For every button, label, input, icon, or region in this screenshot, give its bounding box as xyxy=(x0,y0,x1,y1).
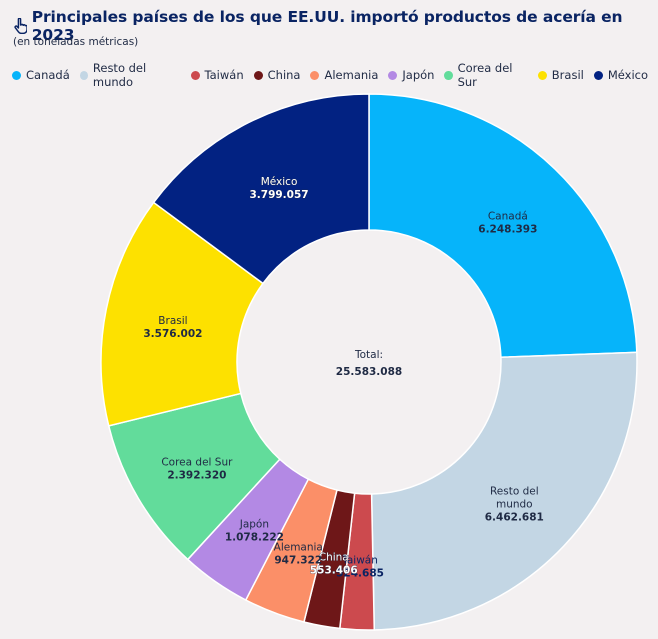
donut-slice[interactable] xyxy=(152,93,370,285)
legend-swatch xyxy=(310,70,320,80)
legend-item[interactable]: Resto del mundo xyxy=(79,61,181,89)
slice-label: Corea del Sur xyxy=(161,456,233,468)
slice-value-label: 3.576.002 xyxy=(143,328,202,340)
legend-label: Taiwán xyxy=(204,68,244,82)
chart-legend: Canadá Resto del mundo Taiwán China Alemania… xyxy=(12,61,658,89)
slice-label: Taiwán xyxy=(341,554,378,566)
donut-slice[interactable] xyxy=(100,201,264,427)
legend-swatch xyxy=(190,70,200,80)
legend-swatch xyxy=(593,70,603,80)
legend-swatch xyxy=(388,70,398,80)
slice-value-label: 947.322 xyxy=(274,555,322,567)
slice-label: China xyxy=(319,551,349,563)
legend-item[interactable]: México xyxy=(593,68,648,82)
slice-value-label: 6.462.681 xyxy=(485,511,544,523)
center-total-label: Total: xyxy=(354,349,383,361)
slice-label: Resto del mundo xyxy=(490,485,539,510)
legend-swatch xyxy=(79,70,88,80)
center-total-value: 25.583.088 xyxy=(336,366,402,378)
legend-item[interactable]: Alemania xyxy=(310,68,378,82)
slice-label: Brasil xyxy=(158,315,187,327)
legend-item[interactable]: Japón xyxy=(388,68,434,82)
chart-subtitle: (en toneladas métricas) xyxy=(13,36,139,48)
legend-label: Brasil xyxy=(551,68,584,82)
donut-slice[interactable] xyxy=(370,351,638,631)
legend-item[interactable]: Brasil xyxy=(537,68,584,82)
slice-label: Japón xyxy=(239,518,269,530)
legend-label: Resto del mundo xyxy=(92,61,147,89)
slice-label: México xyxy=(261,176,298,188)
slice-label: Canadá xyxy=(488,211,528,223)
slice-value-label: 6.248.393 xyxy=(478,224,537,236)
legend-item[interactable]: Corea del Sur xyxy=(444,61,527,89)
slice-value-label: 553.406 xyxy=(310,564,358,576)
legend-swatch xyxy=(537,70,547,80)
chart-title: Principales países de los que EE.UU. imp… xyxy=(31,8,623,44)
chart-header: Principales países de los que EE.UU. imp… xyxy=(14,8,658,44)
legend-label: Canadá xyxy=(26,68,70,82)
legend-label: México xyxy=(607,68,648,82)
legend-swatch xyxy=(253,70,263,80)
legend-label: Alemania xyxy=(324,68,379,82)
slice-value-label: 524.685 xyxy=(336,567,384,579)
slice-value-label: 1.078.222 xyxy=(225,531,284,543)
slice-value-label: 2.392.320 xyxy=(167,469,226,481)
slice-value-label: 3.799.057 xyxy=(249,189,308,201)
donut-slice[interactable] xyxy=(368,93,638,359)
legend-item[interactable]: Canadá xyxy=(12,68,70,82)
legend-label: Japón xyxy=(402,68,435,82)
legend-item[interactable]: China xyxy=(253,68,301,82)
legend-swatch xyxy=(12,70,21,80)
legend-item[interactable]: Taiwán xyxy=(190,68,244,82)
legend-label: Corea del Sur xyxy=(457,61,513,89)
legend-label: China xyxy=(267,68,301,82)
hand-pointer-icon xyxy=(14,18,27,34)
slice-label: Alemania xyxy=(274,542,323,554)
legend-swatch xyxy=(444,70,453,80)
